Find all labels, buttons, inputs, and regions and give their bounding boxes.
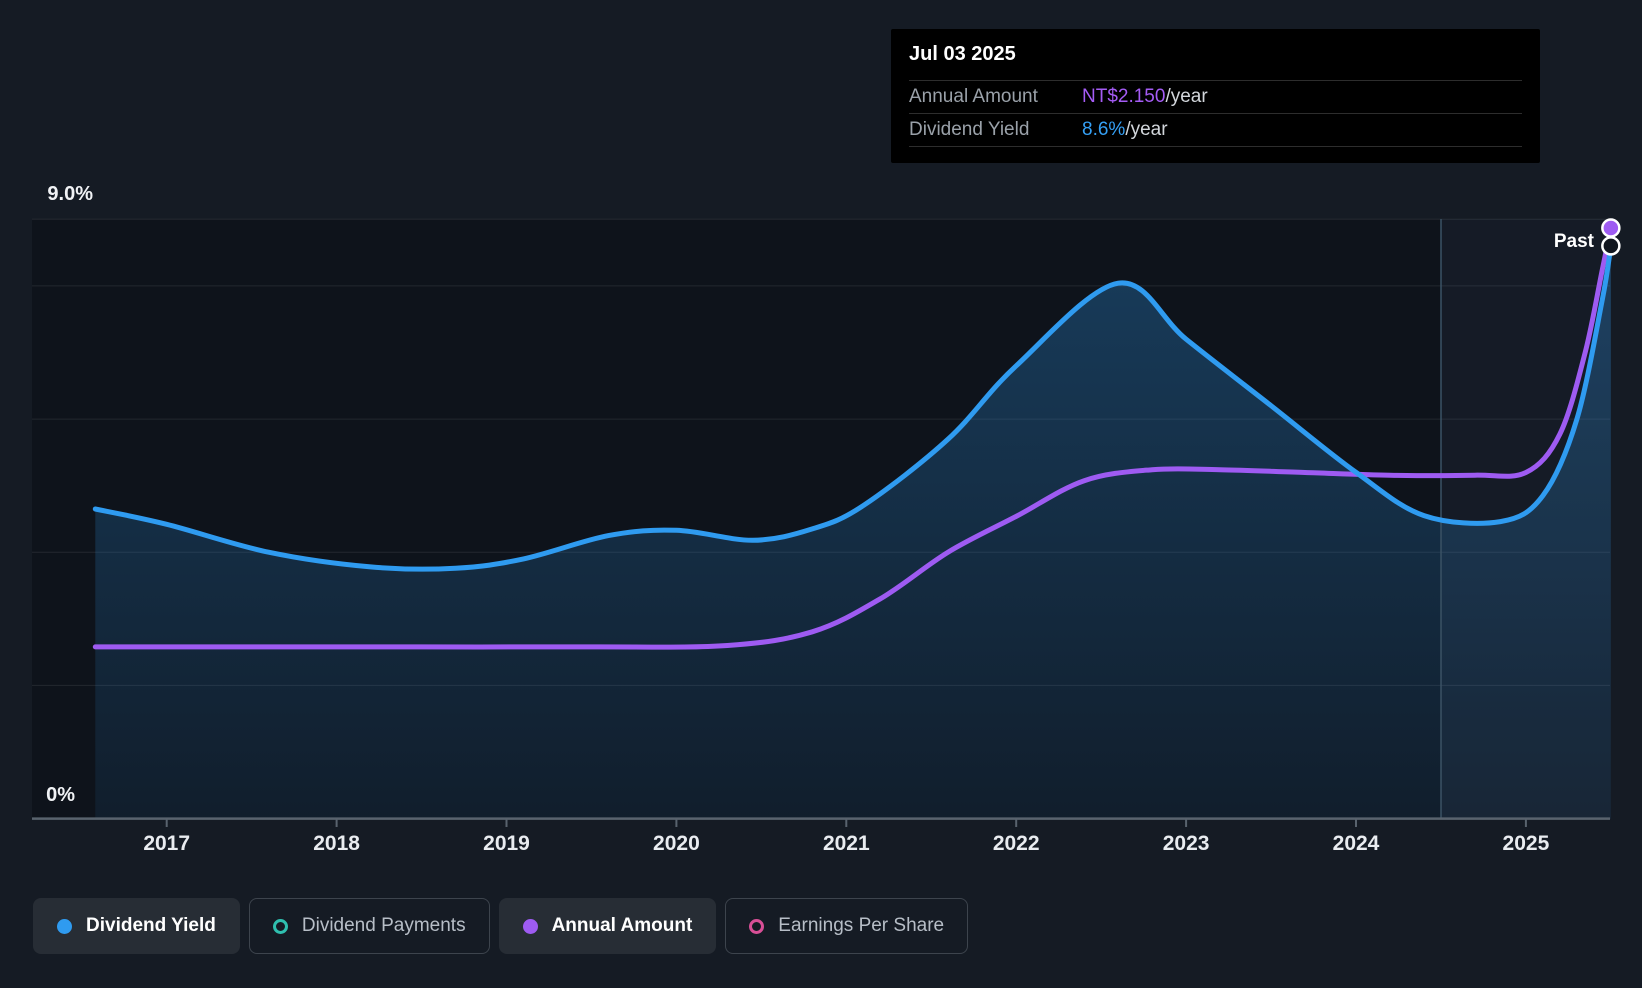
legend-label-dividend-yield: Dividend Yield bbox=[86, 915, 216, 936]
x-axis-label-2023: 2023 bbox=[1163, 832, 1210, 855]
annual-amount-endpoint-marker bbox=[1601, 218, 1621, 238]
tooltip-label-annual-amount: Annual Amount bbox=[909, 86, 1038, 107]
tooltip-row-dividend-yield: Dividend Yield 8.6%/year bbox=[909, 113, 1522, 147]
legend-button-earnings-per-share[interactable]: Earnings Per Share bbox=[725, 898, 969, 954]
chart-tooltip: Jul 03 2025 Annual Amount NT$2.150/year … bbox=[891, 29, 1540, 163]
x-axis-label-2020: 2020 bbox=[653, 832, 700, 855]
past-period-highlight bbox=[1441, 219, 1610, 819]
dividend-yield-endpoint-marker bbox=[1601, 236, 1621, 256]
x-axis-label-2021: 2021 bbox=[823, 832, 870, 855]
tooltip-label-dividend-yield: Dividend Yield bbox=[909, 119, 1030, 140]
tooltip-value-annual-amount: NT$2.150 bbox=[1082, 86, 1166, 107]
x-axis-label-2025: 2025 bbox=[1503, 832, 1550, 855]
legend-label-dividend-payments: Dividend Payments bbox=[301, 915, 466, 936]
tooltip-row-annual-amount: Annual Amount NT$2.150/year bbox=[909, 80, 1522, 113]
annual-amount-line bbox=[92, 225, 1614, 650]
past-label: Past bbox=[1554, 231, 1595, 252]
x-axis-label-2017: 2017 bbox=[143, 832, 190, 855]
tooltip-value-dividend-yield: 8.6% bbox=[1082, 119, 1126, 140]
x-axis-ticks bbox=[165, 819, 1527, 827]
y-axis-top-label: 9.0% bbox=[47, 183, 93, 205]
x-axis-label-2022: 2022 bbox=[993, 832, 1040, 855]
annual-amount-dot-icon bbox=[522, 918, 538, 934]
y-axis-bottom-label: 0% bbox=[46, 784, 75, 806]
legend-button-dividend-payments[interactable]: Dividend Payments bbox=[248, 898, 490, 954]
dividend-yield-line bbox=[92, 243, 1614, 572]
x-axis-label-2019: 2019 bbox=[483, 832, 530, 855]
legend-button-dividend-yield[interactable]: Dividend Yield bbox=[33, 898, 240, 954]
tooltip-suffix-annual-amount: /year bbox=[1165, 86, 1208, 107]
x-axis-label-2024: 2024 bbox=[1333, 832, 1380, 855]
dividend-yield-dot-icon bbox=[57, 918, 72, 934]
legend-label-annual-amount: Annual Amount bbox=[551, 915, 693, 936]
tooltip-date: Jul 03 2025 bbox=[909, 43, 1016, 65]
dividend-yield-area bbox=[95, 245, 1611, 819]
legend-button-annual-amount[interactable]: Annual Amount bbox=[498, 898, 717, 954]
legend-label-earnings-per-share: Earnings Per Share bbox=[778, 915, 945, 936]
tooltip-suffix-dividend-yield: /year bbox=[1125, 119, 1168, 140]
chart-legend: Dividend Yield Dividend Payments Annual … bbox=[33, 898, 969, 954]
x-axis-labels: 2017 2018 2019 2020 2021 2022 2023 2024 2025 bbox=[143, 832, 1549, 855]
dividend-payments-circle-icon bbox=[272, 918, 288, 934]
earnings-per-share-circle-icon bbox=[749, 918, 765, 934]
x-axis-label-2018: 2018 bbox=[313, 832, 360, 855]
